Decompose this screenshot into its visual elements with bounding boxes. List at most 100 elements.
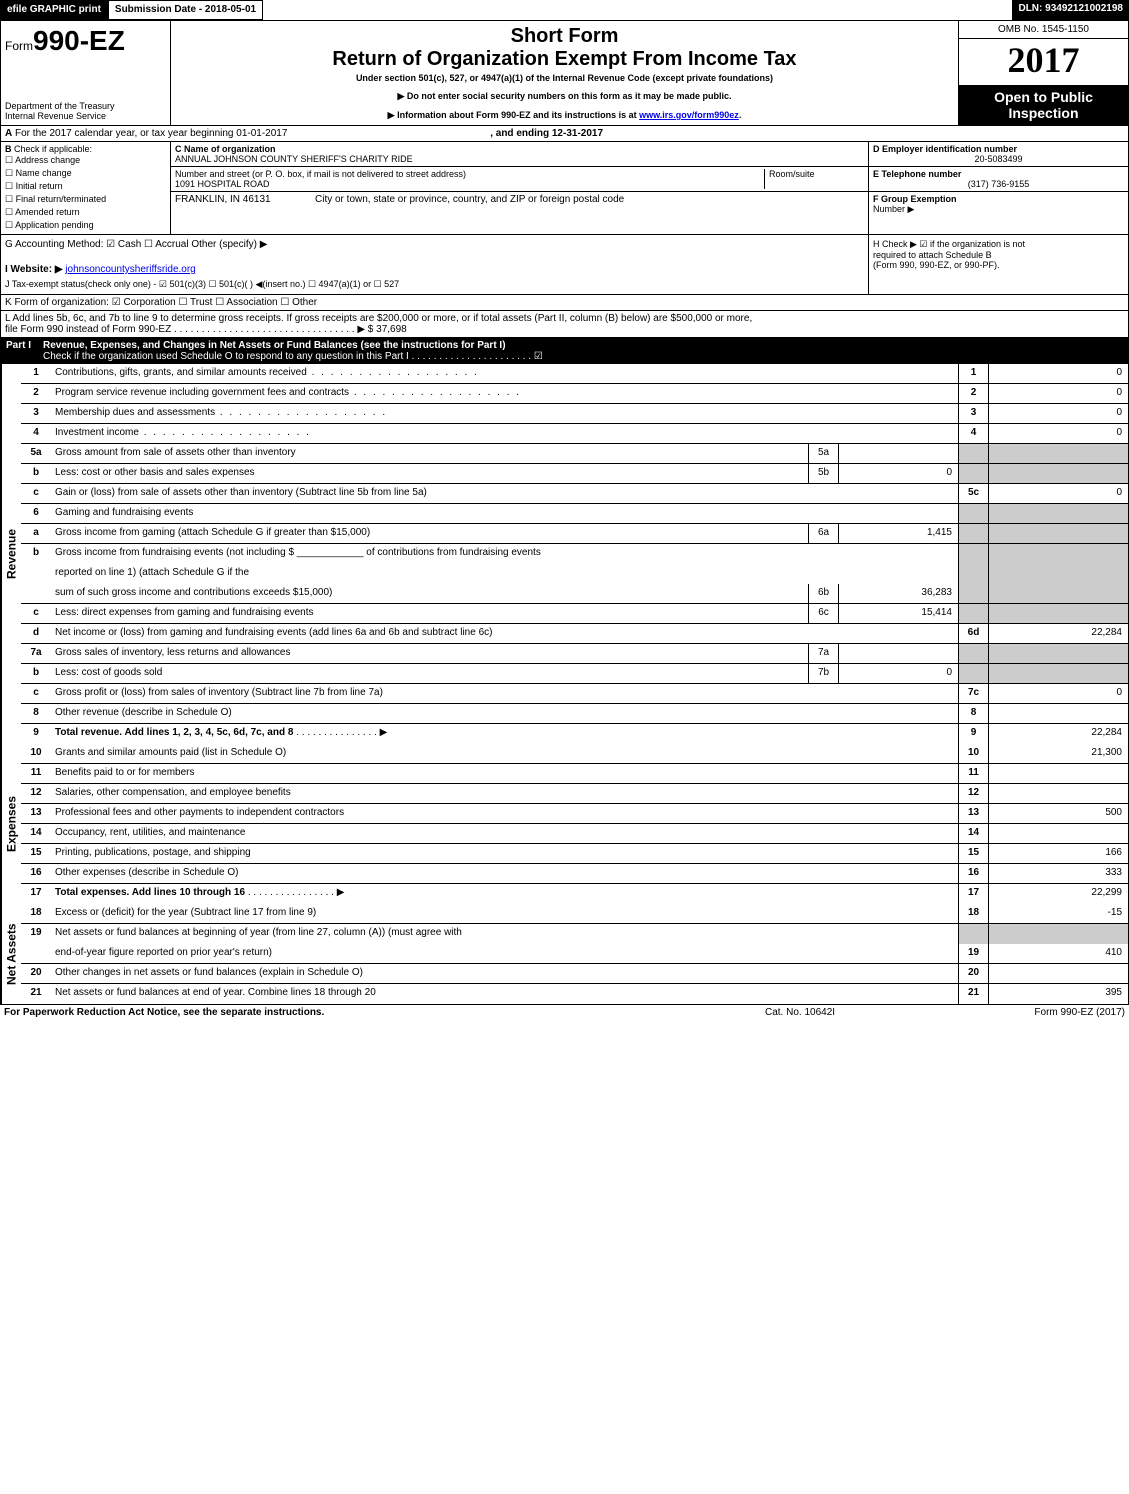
num-19: 19: [958, 944, 988, 963]
chk-name-change[interactable]: ☐ Name change: [5, 167, 166, 180]
footer-mid: Cat. No. 10642I: [765, 1007, 965, 1018]
website-link[interactable]: johnsoncountysheriffsride.org: [65, 264, 195, 275]
val-19: 410: [988, 944, 1128, 963]
efile-print-button[interactable]: efile GRAPHIC print: [0, 0, 108, 20]
chk-final-return[interactable]: ☐ Final return/terminated: [5, 193, 166, 206]
dept-irs: Internal Revenue Service: [5, 111, 166, 121]
val-3: 0: [988, 404, 1128, 423]
desc-10: Grants and similar amounts paid (list in…: [51, 744, 958, 763]
num-2: 2: [958, 384, 988, 403]
room-label: Room/suite: [764, 169, 864, 189]
desc-20: Other changes in net assets or fund bala…: [51, 964, 958, 983]
arrow-ssn: Do not enter social security numbers on …: [179, 91, 950, 102]
col-b: B Check if applicable: ☐ Address change …: [1, 142, 171, 234]
desc-6a: Gross income from gaming (attach Schedul…: [51, 524, 808, 543]
footer-right: Form 990-EZ (2017): [965, 1007, 1125, 1018]
val-9: 22,284: [988, 724, 1128, 744]
addr-block: Number and street (or P. O. box, if mail…: [171, 167, 868, 192]
desc-6b1: Gross income from fundraising events (no…: [51, 544, 958, 564]
col-def: D Employer identification number 20-5083…: [868, 142, 1128, 234]
ln-7b: b: [21, 664, 51, 683]
ln-19b: [21, 944, 51, 963]
g-block: G Accounting Method: ☑ Cash ☐ Accrual Ot…: [1, 235, 868, 294]
shade-6: [958, 504, 988, 523]
ln-14: 14: [21, 824, 51, 843]
shadeval-6a: [988, 524, 1128, 543]
col-c: C Name of organization ANNUAL JOHNSON CO…: [171, 142, 868, 234]
open-line1: Open to Public: [963, 89, 1124, 105]
part1-title: Revenue, Expenses, and Changes in Net As…: [43, 340, 506, 351]
part1-header: Part I Revenue, Expenses, and Changes in…: [0, 338, 1129, 364]
d-label: D Employer identification number: [873, 144, 1017, 154]
shadeval-6b2: [988, 564, 1128, 584]
ln-3: 3: [21, 404, 51, 423]
top-bar: efile GRAPHIC print Submission Date - 20…: [0, 0, 1129, 20]
header-right: OMB No. 1545-1150 2017 Open to Public In…: [958, 21, 1128, 125]
sidelabel-revenue: Revenue: [1, 364, 21, 744]
city-label: City or town, state or province, country…: [315, 194, 624, 205]
chk-application-pending[interactable]: ☐ Application pending: [5, 219, 166, 232]
desc-21: Net assets or fund balances at end of ye…: [51, 984, 958, 1004]
shadeval-6b1: [988, 544, 1128, 564]
c-label: C Name of organization: [175, 144, 276, 154]
desc-1: Contributions, gifts, grants, and simila…: [51, 364, 958, 383]
num-8: 8: [958, 704, 988, 723]
section-a-through-f: A For the 2017 calendar year, or tax yea…: [0, 126, 1129, 235]
num-17: 17: [958, 884, 988, 904]
irs-link[interactable]: www.irs.gov/form990ez: [639, 110, 739, 120]
num-4: 4: [958, 424, 988, 443]
chk-initial-return[interactable]: ☐ Initial return: [5, 180, 166, 193]
shadeval-19: [988, 924, 1128, 944]
e-label: E Telephone number: [873, 169, 961, 179]
val-14: [988, 824, 1128, 843]
ln-19: 19: [21, 924, 51, 944]
omb-number: OMB No. 1545-1150: [959, 21, 1128, 39]
val-20: [988, 964, 1128, 983]
shade-6b2: [958, 564, 988, 584]
e-block: E Telephone number (317) 736-9155: [869, 167, 1128, 192]
main-title: Return of Organization Exempt From Incom…: [179, 48, 950, 71]
val-18: -15: [988, 904, 1128, 923]
val-4: 0: [988, 424, 1128, 443]
val-17: 22,299: [988, 884, 1128, 904]
num-11: 11: [958, 764, 988, 783]
a-text: For the 2017 calendar year, or tax year …: [15, 128, 287, 139]
j-tax-exempt: J Tax-exempt status(check only one) - ☑ …: [5, 279, 864, 290]
h-line3: (Form 990, 990-EZ, or 990-PF).: [873, 260, 1124, 270]
subval-6b: 36,283: [838, 584, 958, 603]
ln-5a: 5a: [21, 444, 51, 463]
val-15: 166: [988, 844, 1128, 863]
subval-5a: [838, 444, 958, 463]
tax-year: 2017: [959, 39, 1128, 85]
ln-6a: a: [21, 524, 51, 543]
desc-5b: Less: cost or other basis and sales expe…: [51, 464, 808, 483]
desc-6: Gaming and fundraising events: [51, 504, 958, 523]
chk-amended-return[interactable]: ☐ Amended return: [5, 206, 166, 219]
val-6d: 22,284: [988, 624, 1128, 643]
num-14: 14: [958, 824, 988, 843]
desc-17: Total expenses. Add lines 10 through 16 …: [51, 884, 958, 904]
sub-6b: 6b: [808, 584, 838, 603]
shade-6b3: [958, 584, 988, 603]
num-1: 1: [958, 364, 988, 383]
desc-6c: Less: direct expenses from gaming and fu…: [51, 604, 808, 623]
desc-8: Other revenue (describe in Schedule O): [51, 704, 958, 723]
val-13: 500: [988, 804, 1128, 823]
gh-row: G Accounting Method: ☑ Cash ☐ Accrual Ot…: [0, 235, 1129, 295]
header-left: Form990-EZ Department of the Treasury In…: [1, 21, 171, 125]
g-accounting: G Accounting Method: ☑ Cash ☐ Accrual Ot…: [5, 239, 864, 250]
city-val: FRANKLIN, IN 46131: [175, 194, 315, 205]
shade-7a: [958, 644, 988, 663]
ln-6d: d: [21, 624, 51, 643]
f-label2: Number: [873, 204, 905, 214]
part1-label: Part I: [0, 338, 37, 364]
shade-5b: [958, 464, 988, 483]
chk-address-change[interactable]: ☐ Address change: [5, 154, 166, 167]
ln-11: 11: [21, 764, 51, 783]
num-16: 16: [958, 864, 988, 883]
val-16: 333: [988, 864, 1128, 883]
desc-6b3: sum of such gross income and contributio…: [51, 584, 808, 603]
desc-7a: Gross sales of inventory, less returns a…: [51, 644, 808, 663]
sub-5a: 5a: [808, 444, 838, 463]
ln-18: 18: [21, 904, 51, 923]
